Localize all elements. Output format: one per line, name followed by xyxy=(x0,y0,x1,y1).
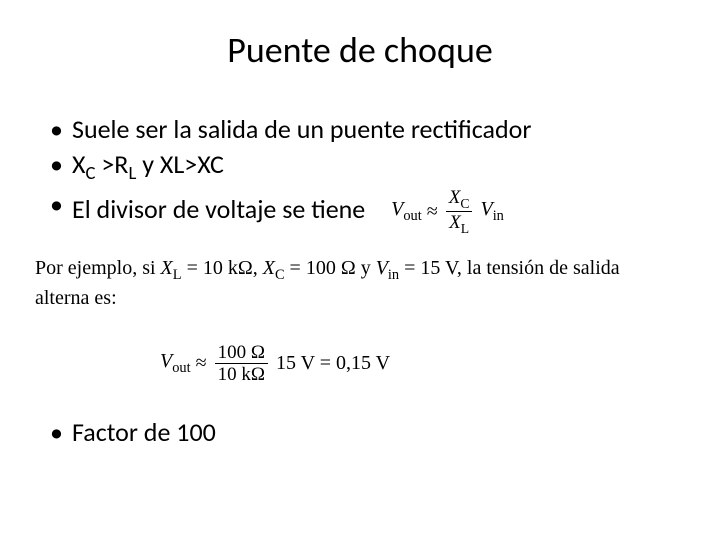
text: X xyxy=(72,148,86,180)
var-vin: Vin xyxy=(480,198,503,220)
text: = 100 Ω y xyxy=(285,257,376,279)
vin-sub: in xyxy=(388,267,399,283)
result-text: 15 V = 0,15 V xyxy=(276,352,390,374)
fraction-numeric: 100 Ω 10 kΩ xyxy=(215,342,268,385)
formula-numeric: Vout ≈ 100 Ω 10 kΩ 15 V = 0,15 V xyxy=(160,342,390,385)
out-sub: out xyxy=(403,208,421,224)
text: Por ejemplo, si xyxy=(35,257,161,279)
bullet-item-4: Factor de 100 xyxy=(50,415,680,450)
text: = 10 kΩ, xyxy=(182,257,263,279)
subscript-c: C xyxy=(86,162,96,185)
text: El divisor de voltaje se tiene xyxy=(72,193,365,225)
text-line2: alterna es: xyxy=(35,287,117,309)
bullet-item-1: Suele ser la salida de un puente rectifi… xyxy=(50,112,680,147)
slide-title: Puente de choque xyxy=(40,28,680,72)
vin-var: V xyxy=(376,257,388,279)
xl-var: X xyxy=(161,257,173,279)
approx-sign: ≈ xyxy=(427,200,443,222)
numerator: XC xyxy=(446,187,473,212)
bullet-list: Suele ser la salida de un puente rectifi… xyxy=(40,112,680,237)
denominator: 10 kΩ xyxy=(215,364,268,385)
bullet-item-2: XC >RL y XL>XC xyxy=(50,147,680,186)
xl-sub: L xyxy=(173,267,182,283)
approx-sign: ≈ xyxy=(196,352,212,374)
text: >R xyxy=(95,148,128,180)
v-letter: V xyxy=(160,350,172,372)
var-vout: Vout xyxy=(160,350,191,372)
out-sub: out xyxy=(172,360,190,376)
numerator: 100 Ω xyxy=(215,342,268,364)
example-paragraph: Por ejemplo, si XL = 10 kΩ, XC = 100 Ω y… xyxy=(35,255,680,312)
bullet-list-2: Factor de 100 xyxy=(40,415,680,450)
in-sub: in xyxy=(493,208,504,224)
xc-var: X xyxy=(263,257,275,279)
v-letter: V xyxy=(391,198,403,220)
xc-sub: C xyxy=(275,267,285,283)
text: y XL>XC xyxy=(136,148,224,180)
xc-sub: C xyxy=(460,195,469,210)
text: = 15 V, la tensión de salida xyxy=(399,257,620,279)
formula-vout-approx: Vout ≈ XC XL Vin xyxy=(391,187,504,237)
xl-sub: L xyxy=(461,221,469,236)
xl-var: X xyxy=(449,212,461,233)
var-vout: Vout xyxy=(391,198,422,220)
bullet-item-3: El divisor de voltaje se tiene Vout ≈ XC… xyxy=(50,187,680,237)
denominator: XL xyxy=(446,212,473,236)
fraction-xc-xl: XC XL xyxy=(446,187,473,237)
xc-var: X xyxy=(449,187,461,208)
v-letter: V xyxy=(480,198,492,220)
